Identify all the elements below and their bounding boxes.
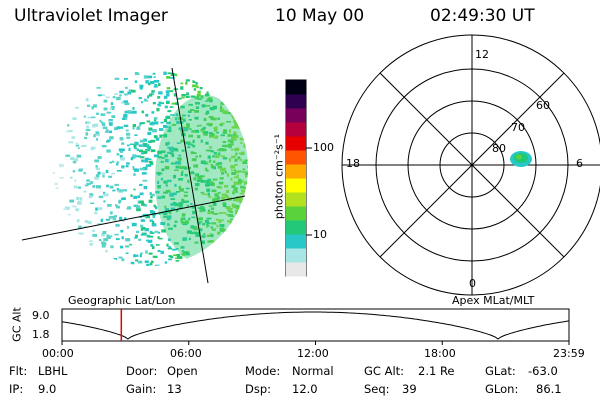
gcalt-value: 2.1 Re (418, 364, 455, 378)
xtick-1200: 12:00 (297, 347, 329, 360)
colorbar-tick-100: 100 (313, 141, 334, 154)
colorbar-cell (286, 80, 306, 95)
glon-value: 86.1 (536, 382, 562, 396)
earth-image (21, 67, 248, 284)
colorbar-cell (286, 220, 306, 235)
geographic-caption: Geographic Lat/Lon (68, 294, 176, 307)
dsp-value: 12.0 (292, 382, 318, 396)
date-label: 10 May 00 (275, 6, 365, 26)
mlt-label-18: 18 (346, 157, 360, 170)
instrument-title: Ultraviolet Imager (14, 6, 168, 26)
lat-label-60: 60 (536, 99, 550, 112)
xtick-1800: 18:00 (424, 347, 456, 360)
colorbar-cell (286, 262, 306, 277)
seq-value: 39 (402, 382, 417, 396)
colorbar-cell (286, 206, 306, 221)
colorbar-cell (286, 178, 306, 193)
altitude-frame (61, 308, 570, 342)
ip-value: 9.0 (38, 382, 57, 396)
polar-plot (341, 34, 600, 296)
gain-label: Gain: (126, 382, 157, 396)
altitude-curve (61, 311, 570, 340)
polar-caption: Apex MLat/MLT (452, 294, 535, 307)
dsp-label: Dsp: (245, 382, 272, 396)
colorbar (285, 79, 312, 277)
colorbar-cell (286, 234, 306, 249)
altitude-ytick-bottom: 1.8 (32, 328, 50, 341)
colorbar-cell (286, 108, 306, 123)
seq-label: Seq: (364, 382, 390, 396)
altitude-ytick-top: 9.0 (32, 309, 50, 322)
mode-label: Mode: (245, 364, 281, 378)
door-label: Door: (126, 364, 158, 378)
colorbar-cell (286, 94, 306, 109)
meridian-line (171, 67, 209, 284)
glat-value: -63.0 (528, 364, 558, 378)
xtick-0600: 06:00 (170, 347, 202, 360)
ip-label: IP: (9, 382, 24, 396)
lat-label-80: 80 (492, 142, 506, 155)
mlt-label-0: 0 (469, 277, 476, 290)
gain-value: 13 (167, 382, 182, 396)
colorbar-cell (286, 136, 306, 151)
latitude-line (21, 195, 246, 241)
colorbar-cell (286, 164, 306, 179)
mlt-label-12: 12 (475, 48, 489, 61)
colorbar-cell (286, 150, 306, 165)
mode-value: Normal (292, 364, 334, 378)
flt-label: Flt: (9, 364, 28, 378)
gcalt-label: GC Alt: (364, 364, 405, 378)
glon-label: GLon: (485, 382, 519, 396)
colorbar-cell (286, 122, 306, 137)
altitude-plot (61, 308, 570, 345)
altitude-ylabel: GC Alt (10, 307, 24, 342)
xtick-2359: 23:59 (553, 347, 585, 360)
colorbar-cell (286, 248, 306, 263)
colorbar-cell (286, 192, 306, 207)
lat-label-70: 70 (511, 121, 525, 134)
flt-value: LBHL (38, 364, 68, 378)
xtick-0000: 00:00 (42, 347, 74, 360)
colorbar-unit-label: photon cm⁻²s⁻¹ (272, 133, 286, 220)
door-value: Open (167, 364, 198, 378)
time-label: 02:49:30 UT (430, 6, 535, 26)
glat-label: GLat: (485, 364, 516, 378)
mlt-label-6: 6 (576, 157, 583, 170)
colorbar-tick-10: 10 (313, 228, 327, 241)
